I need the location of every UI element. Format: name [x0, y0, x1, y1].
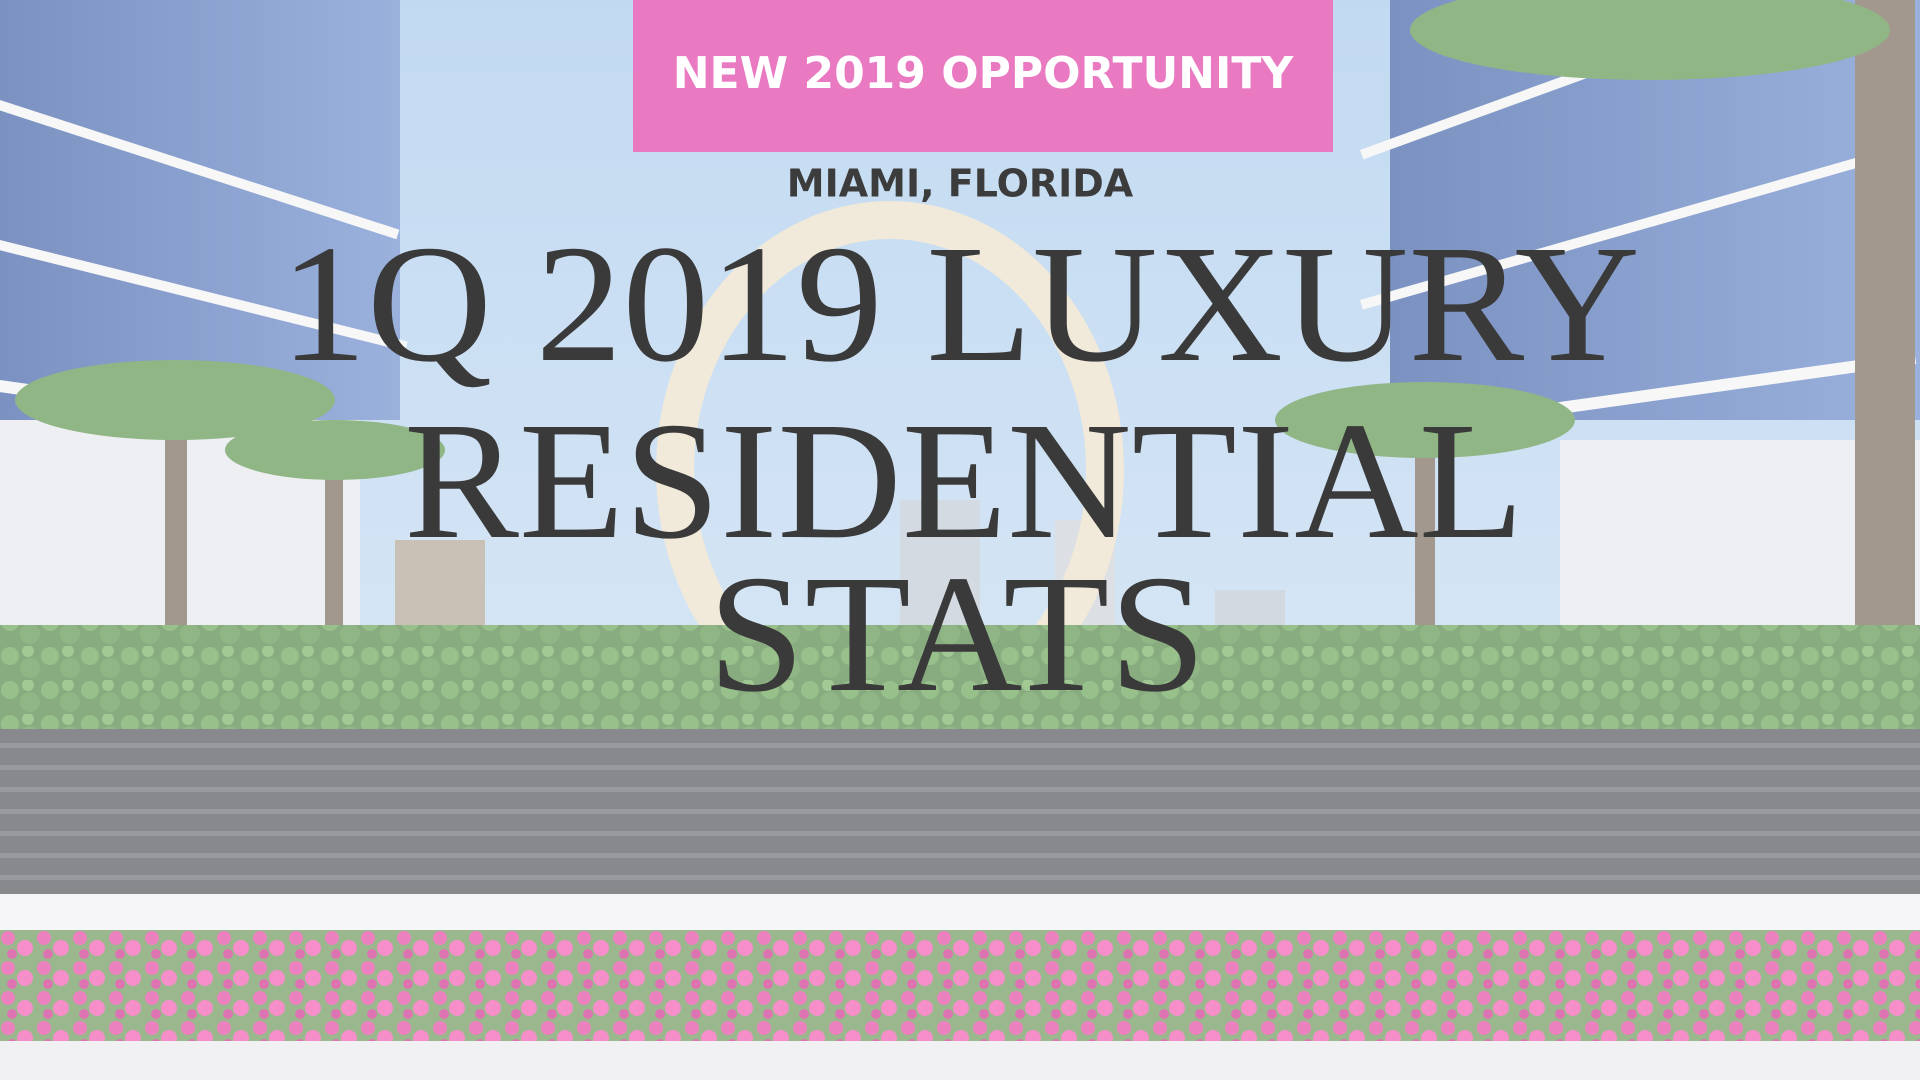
- title-line: STATS: [708, 541, 1206, 727]
- title-line: 1Q 2019 LUXURY: [280, 211, 1640, 397]
- badge: [633, 0, 1333, 152]
- location: MIAMI, FLORIDA: [787, 162, 1134, 206]
- badge-text: NEW 2019 OPPORTUNITY: [673, 48, 1295, 99]
- title-line: RESIDENTIAL: [404, 388, 1524, 574]
